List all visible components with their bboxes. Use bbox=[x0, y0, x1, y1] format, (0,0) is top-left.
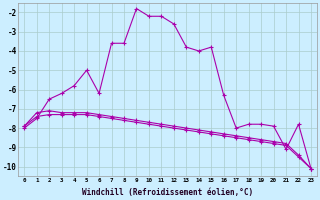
X-axis label: Windchill (Refroidissement éolien,°C): Windchill (Refroidissement éolien,°C) bbox=[82, 188, 253, 197]
